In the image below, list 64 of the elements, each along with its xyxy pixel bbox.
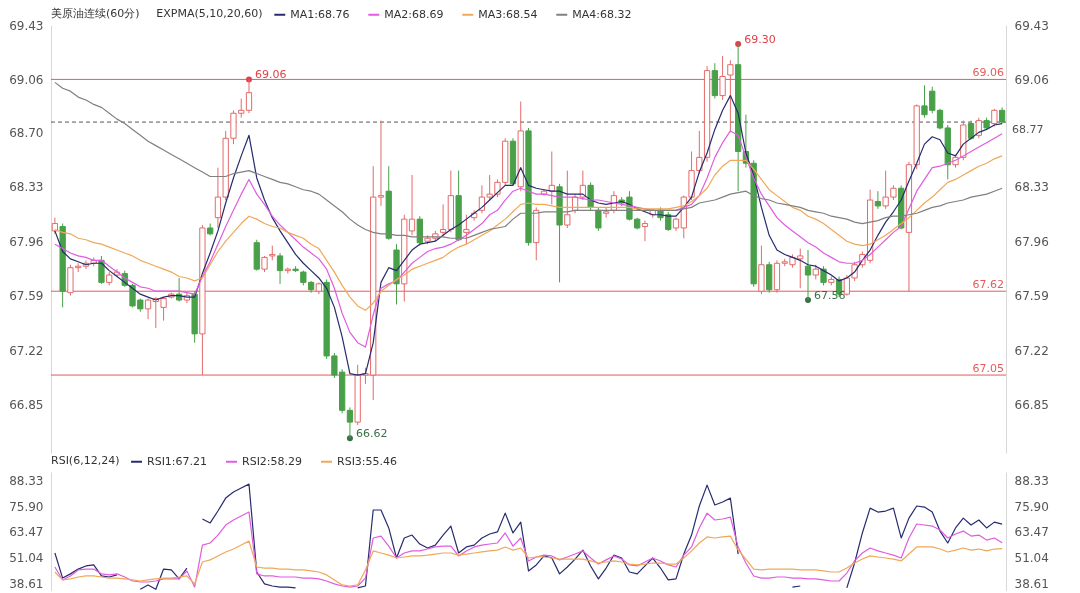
y-tick-label: 68.70 — [9, 125, 44, 140]
line-series — [54, 130, 1003, 348]
candlestick — [603, 206, 610, 219]
candlestick — [416, 215, 423, 247]
y-tick-label: 88.33 — [9, 473, 44, 488]
y2-tick-label: 51.04 — [1014, 551, 1049, 566]
y-tick-label: 69.43 — [9, 18, 44, 33]
y-tick-label: 51.04 — [9, 551, 44, 566]
y2-tick-label: 67.22 — [1014, 343, 1049, 358]
y2-tick-label: 69.43 — [1014, 18, 1049, 33]
data-label: 69.06 — [254, 68, 287, 82]
y-tick-label: 63.47 — [9, 525, 44, 540]
data-label: 69.30 — [744, 33, 776, 47]
legend-label: RSI3:55.46 — [337, 454, 398, 468]
line-series — [54, 81, 1003, 239]
candlestick — [98, 255, 105, 285]
y-tick-label: 67.59 — [9, 289, 44, 304]
legend-title: RSI(6,12,24) — [51, 454, 120, 467]
y2-tick-label: 67.59 — [1014, 289, 1049, 304]
candlestick — [719, 55, 726, 101]
y-tick-label: 67.96 — [9, 234, 44, 249]
y2-tick-label: 88.33 — [1014, 473, 1049, 488]
y2-tick-label: 75.90 — [1014, 499, 1049, 514]
y-tick-label: 69.06 — [9, 72, 44, 87]
y2-tick-label: 63.47 — [1014, 525, 1049, 540]
candlestick — [276, 252, 284, 285]
y-tick-label: 68.33 — [9, 180, 44, 195]
candlestick — [727, 59, 734, 133]
ref-line-label: 68.77 — [1012, 123, 1044, 137]
legend-label: MA4:68.32 — [572, 7, 632, 21]
candlestick — [587, 181, 594, 211]
chart-title: 美原油连续(60分) — [51, 7, 140, 20]
candlestick — [820, 265, 827, 286]
legend-title: EXPMA(5,10,20,60) — [156, 7, 263, 20]
ref-line-label: 67.05 — [972, 362, 1004, 376]
y2-tick-label: 68.33 — [1014, 180, 1049, 195]
y2-tick-label: 67.96 — [1014, 234, 1049, 249]
legend-label: MA2:68.69 — [384, 7, 444, 21]
line-series — [54, 535, 1003, 587]
candlestick — [439, 203, 447, 236]
y-tick-label: 67.22 — [9, 343, 44, 358]
y-tick-label: 66.85 — [9, 397, 44, 412]
line-series — [54, 511, 1003, 588]
y2-tick-label: 66.85 — [1014, 397, 1049, 412]
ref-line-label: 67.62 — [972, 278, 1004, 292]
legend-label: RSI1:67.21 — [147, 454, 208, 468]
candlestick — [463, 214, 470, 245]
data-label: 67.56 — [814, 289, 846, 303]
legend-label: RSI2:58.29 — [242, 454, 303, 468]
legend-label: MA1:68.76 — [290, 7, 350, 21]
legend-label: MA3:68.54 — [478, 7, 538, 21]
y-tick-label: 75.90 — [9, 499, 44, 514]
candlestick — [874, 190, 882, 210]
candlestick — [641, 220, 649, 242]
y2-tick-label: 69.06 — [1014, 72, 1049, 87]
candlestick — [804, 249, 812, 301]
y2-tick-label: 38.61 — [1014, 577, 1049, 592]
data-label: 66.62 — [355, 427, 388, 441]
y-tick-label: 38.61 — [9, 577, 44, 592]
candlestick — [967, 120, 975, 141]
ref-line-label: 69.06 — [972, 66, 1004, 80]
candlestick — [595, 206, 602, 232]
candlestick — [564, 170, 571, 229]
candlestick — [346, 406, 354, 439]
